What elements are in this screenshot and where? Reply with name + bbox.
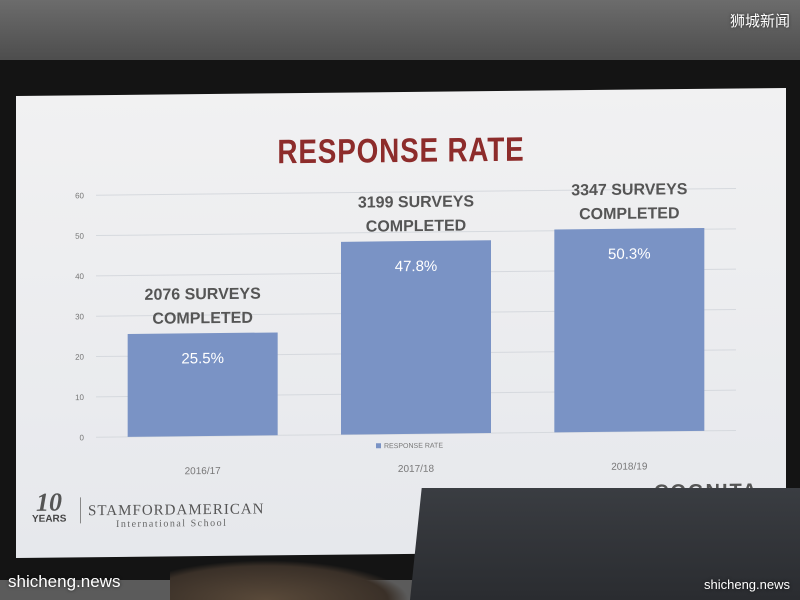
bar-annotation: 2076 SURVEYS: [145, 286, 262, 304]
data-label: 47.8%: [395, 258, 438, 275]
data-label: 25.5%: [181, 350, 224, 367]
bar: [554, 227, 705, 433]
y-tick-label: 50: [75, 232, 84, 241]
x-tick-label: 2017/18: [398, 464, 435, 475]
gridline: [96, 187, 736, 196]
watermark-bottom-left: shicheng.news: [8, 572, 121, 591]
watermark-top-right: 狮城新闻: [729, 13, 790, 30]
x-tick-label: 2016/17: [185, 466, 222, 477]
bar-annotation: 3347 SURVEYS: [571, 181, 688, 199]
y-tick-label: 60: [75, 191, 84, 200]
watermark-bottom-right: shicheng.news: [704, 577, 790, 592]
data-label: 50.3%: [608, 246, 651, 263]
y-tick-label: 30: [75, 312, 84, 321]
y-tick-label: 0: [80, 433, 85, 442]
y-tick-label: 20: [75, 353, 84, 362]
x-tick-label: 2018/19: [611, 461, 648, 472]
logo-school-subtitle: International School: [116, 517, 228, 530]
podium: [410, 488, 800, 600]
presentation-screen: RESPONSE RATE 0 10 20 30 40 50 60 25.5% 2076 SUR…: [16, 87, 786, 559]
y-tick-label: 10: [75, 393, 84, 402]
audience-heads: [170, 560, 410, 600]
bar-annotation: COMPLETED: [152, 310, 252, 328]
y-tick-label: 40: [75, 272, 84, 281]
bar: [127, 332, 278, 437]
logo-years-label: YEARS: [32, 513, 67, 525]
legend-swatch: [376, 443, 381, 449]
bar-annotation: 3199 SURVEYS: [358, 193, 475, 211]
legend-label: RESPONSE RATE: [384, 443, 443, 451]
bar: [341, 240, 491, 435]
bar-annotation: COMPLETED: [366, 218, 466, 236]
school-logo: 10 YEARS STAMFORDAMERICAN International …: [30, 485, 290, 530]
logo-divider: [80, 497, 81, 524]
bar-annotation: COMPLETED: [579, 205, 679, 223]
response-rate-chart: 0 10 20 30 40 50 60 25.5% 2076 SURVEYS COMPLETED 2…: [75, 181, 736, 477]
